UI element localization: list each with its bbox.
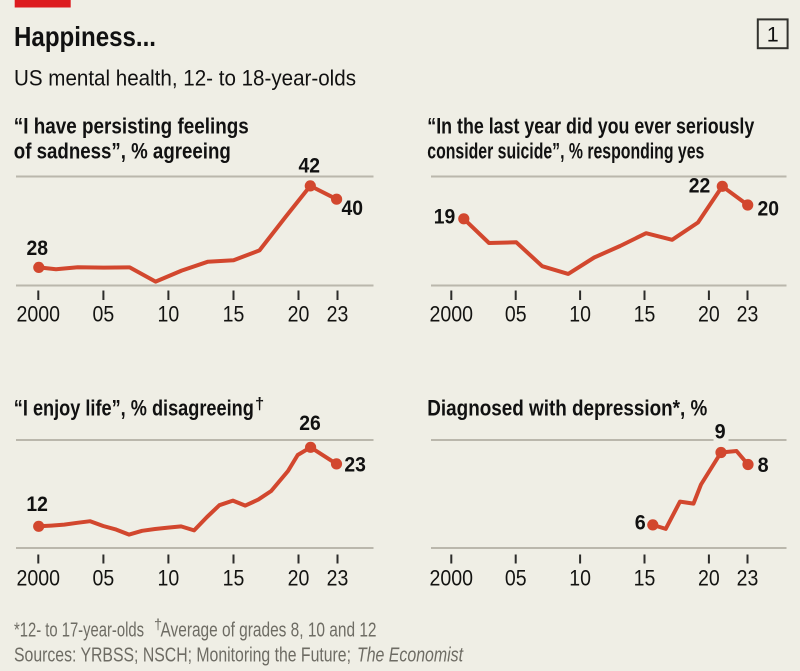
svg-text:05: 05 xyxy=(93,566,115,591)
svg-text:28: 28 xyxy=(27,236,49,260)
svg-text:“In the last year did you ever: “In the last year did you ever seriously xyxy=(427,114,755,139)
svg-text:2000: 2000 xyxy=(17,566,61,591)
svg-text:Sources: YRBSS; NSCH; Monitori: Sources: YRBSS; NSCH; Monitoring the Fut… xyxy=(14,645,351,667)
svg-text:12: 12 xyxy=(26,492,48,516)
svg-text:20: 20 xyxy=(288,566,310,591)
svg-text:20: 20 xyxy=(758,197,780,221)
svg-text:10: 10 xyxy=(158,302,180,327)
svg-text:Diagnosed with depression*, %: Diagnosed with depression*, % xyxy=(427,396,707,421)
svg-text:05: 05 xyxy=(505,566,527,591)
svg-text:1: 1 xyxy=(767,22,779,46)
svg-text:19: 19 xyxy=(434,205,456,229)
svg-text:23: 23 xyxy=(327,566,349,591)
svg-text:of sadness”, % agreeing: of sadness”, % agreeing xyxy=(14,139,231,164)
svg-text:23: 23 xyxy=(737,302,759,327)
svg-text:6: 6 xyxy=(635,510,646,534)
svg-text:“I enjoy life”, % disagreeing: “I enjoy life”, % disagreeing xyxy=(14,396,254,421)
svg-text:Average of grades 8, 10 and 12: Average of grades 8, 10 and 12 xyxy=(161,620,377,642)
svg-text:10: 10 xyxy=(569,302,591,327)
svg-text:†: † xyxy=(255,395,264,413)
svg-text:15: 15 xyxy=(634,566,656,591)
svg-text:15: 15 xyxy=(223,566,245,591)
svg-text:2000: 2000 xyxy=(430,566,474,591)
svg-text:†: † xyxy=(154,618,162,634)
svg-text:2000: 2000 xyxy=(430,302,474,327)
svg-text:The Economist: The Economist xyxy=(357,645,464,667)
svg-text:42: 42 xyxy=(299,154,321,178)
svg-text:23: 23 xyxy=(344,453,366,477)
svg-text:9: 9 xyxy=(715,420,726,444)
svg-text:2000: 2000 xyxy=(17,302,61,327)
svg-text:US mental health, 12- to 18-ye: US mental health, 12- to 18-year-olds xyxy=(14,66,356,91)
svg-text:20: 20 xyxy=(698,302,720,327)
svg-text:22: 22 xyxy=(689,173,711,197)
svg-text:26: 26 xyxy=(299,411,321,435)
svg-text:*12- to 17-year-olds: *12- to 17-year-olds xyxy=(14,620,144,642)
svg-text:20: 20 xyxy=(698,566,720,591)
svg-text:15: 15 xyxy=(223,302,245,327)
svg-text:20: 20 xyxy=(288,302,310,327)
svg-text:10: 10 xyxy=(569,566,591,591)
svg-text:05: 05 xyxy=(93,302,115,327)
svg-text:8: 8 xyxy=(758,453,769,477)
svg-text:15: 15 xyxy=(634,302,656,327)
svg-text:40: 40 xyxy=(342,196,364,220)
svg-text:23: 23 xyxy=(737,566,759,591)
svg-text:23: 23 xyxy=(327,302,349,327)
svg-text:10: 10 xyxy=(158,566,180,591)
svg-text:05: 05 xyxy=(505,302,527,327)
svg-text:consider suicide”, % respondin: consider suicide”, % responding yes xyxy=(427,139,704,164)
svg-text:“I have persisting feelings: “I have persisting feelings xyxy=(14,114,249,139)
svg-text:Happiness...: Happiness... xyxy=(14,21,156,52)
